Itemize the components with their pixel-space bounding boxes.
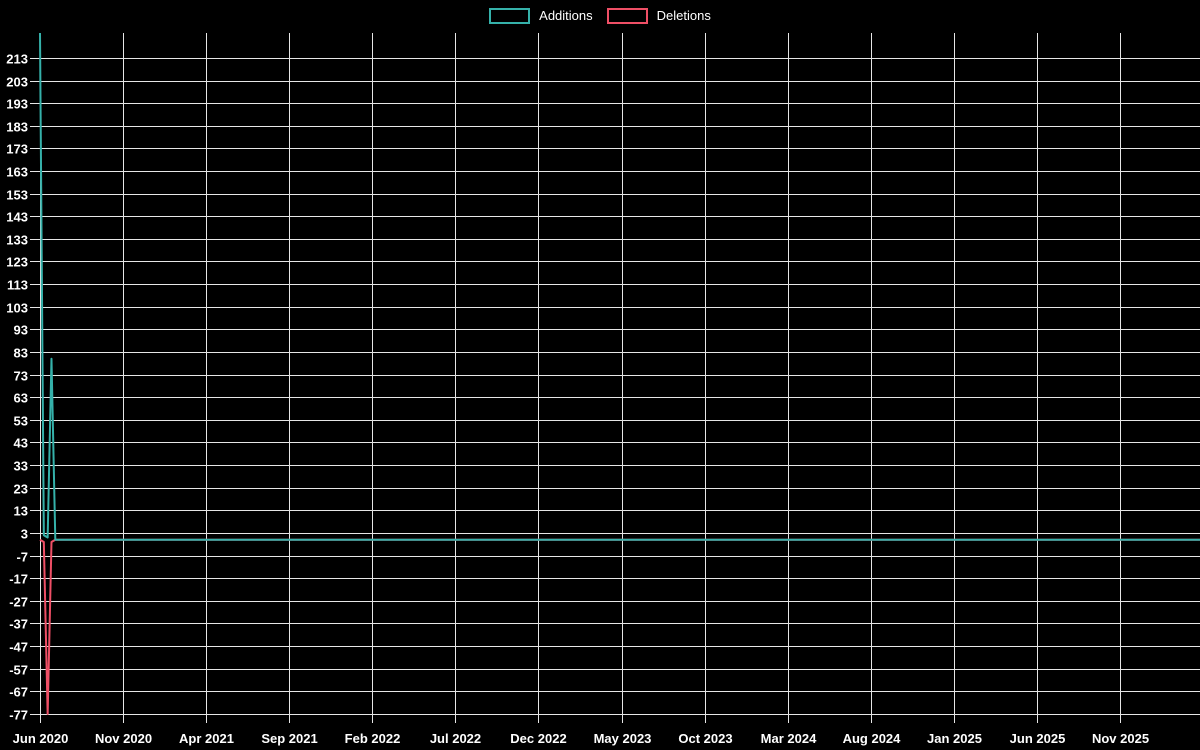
y-axis-label: 33 [14, 459, 28, 474]
y-axis-label: 173 [6, 142, 28, 157]
y-axis-label: -37 [9, 617, 28, 632]
x-axis-label: Feb 2022 [345, 731, 401, 746]
y-axis-label: -47 [9, 640, 28, 655]
legend-label: Deletions [656, 8, 711, 23]
y-axis-label: 143 [6, 210, 28, 225]
legend-item-additions[interactable]: Additions [489, 8, 593, 24]
x-axis-label: Apr 2021 [179, 731, 234, 746]
x-axis-label: Dec 2022 [510, 731, 566, 746]
x-axis-label: May 2023 [594, 731, 652, 746]
y-axis-label: 93 [14, 323, 28, 338]
y-axis-label: 63 [14, 391, 28, 406]
y-axis-label: 133 [6, 233, 28, 248]
deletions-swatch-icon [606, 8, 648, 24]
x-axis-label: Oct 2023 [678, 731, 732, 746]
x-axis-label: Nov 2020 [95, 731, 152, 746]
y-axis-label: -7 [16, 550, 28, 565]
y-axis-label: 83 [14, 346, 28, 361]
y-axis-label: 213 [6, 52, 28, 67]
y-axis-label: -17 [9, 572, 28, 587]
legend-label: Additions [539, 8, 593, 23]
y-axis-label: 153 [6, 188, 28, 203]
x-axis-label: Mar 2024 [761, 731, 817, 746]
y-axis-label: 183 [6, 120, 28, 135]
x-axis-label: Jun 2025 [1010, 731, 1066, 746]
y-axis-label: 203 [6, 75, 28, 90]
y-axis-label: -57 [9, 663, 28, 678]
y-axis-label: 123 [6, 255, 28, 270]
y-axis-label: 163 [6, 165, 28, 180]
y-axis-label: 113 [7, 278, 28, 293]
x-axis-label: Aug 2024 [843, 731, 902, 746]
chart-legend: Additions Deletions [0, 8, 1200, 24]
x-axis-label: Jul 2022 [430, 731, 481, 746]
additions-line [39, 32, 1200, 541]
deletions-line [39, 538, 1200, 715]
additions-swatch-icon [489, 8, 531, 24]
x-axis-label: Nov 2025 [1092, 731, 1149, 746]
y-axis-label: -77 [9, 708, 28, 723]
y-axis-label: 53 [14, 414, 28, 429]
y-axis-label: 73 [14, 369, 28, 384]
y-axis-label: 3 [21, 527, 28, 542]
x-axis-label: Sep 2021 [261, 731, 317, 746]
y-axis-label: -67 [9, 685, 28, 700]
x-axis-label: Jan 2025 [927, 731, 982, 746]
x-axis-label: Jun 2020 [13, 731, 69, 746]
y-axis-label: 23 [14, 482, 28, 497]
y-axis-label: -27 [9, 595, 28, 610]
y-axis-label: 193 [6, 97, 28, 112]
legend-item-deletions[interactable]: Deletions [606, 8, 711, 24]
y-axis-label: 103 [6, 301, 28, 316]
y-axis-label: 43 [14, 436, 28, 451]
y-axis-label: 13 [14, 504, 28, 519]
